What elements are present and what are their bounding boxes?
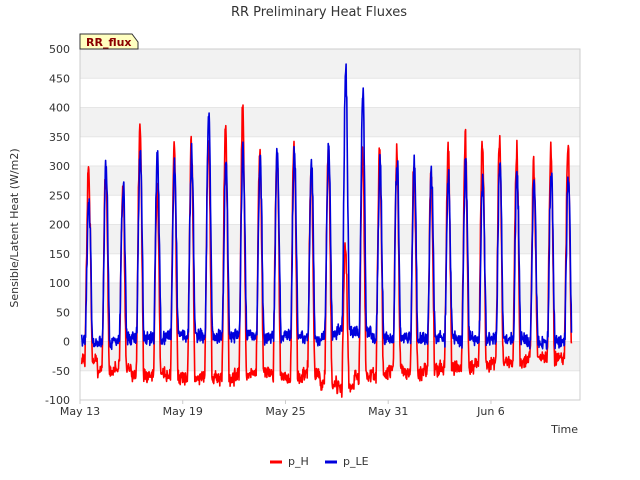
y-tick-label: 350 bbox=[49, 131, 70, 144]
y-tick-label: 50 bbox=[56, 306, 70, 319]
x-tick-label: May 31 bbox=[368, 405, 408, 418]
y-tick-label: 500 bbox=[49, 43, 70, 56]
y-tick-label: -100 bbox=[45, 394, 70, 407]
series-line-p-LE bbox=[80, 63, 573, 351]
x-tick-label: Jun 6 bbox=[476, 405, 505, 418]
y-axis-ticks: -100 -50 0 50 100 150 200 250 300 350 400 450 500 bbox=[45, 43, 70, 407]
grid-band bbox=[80, 341, 580, 371]
legend-item-p-H: p_H bbox=[270, 455, 309, 468]
grid-band bbox=[80, 107, 580, 137]
y-axis-label: Sensible/Latent Heat (W/m2) bbox=[8, 148, 21, 307]
y-tick-label: 200 bbox=[49, 219, 70, 232]
badge-label: RR_flux bbox=[86, 36, 132, 49]
legend: p_H p_LE bbox=[270, 455, 369, 468]
y-tick-label: 150 bbox=[49, 248, 70, 261]
badge-box bbox=[79, 33, 139, 50]
y-tick-label: -50 bbox=[52, 365, 70, 378]
y-tick-label: 0 bbox=[63, 336, 70, 349]
x-axis-ticks: May 13 May 19 May 25 May 31 Jun 6 bbox=[60, 400, 505, 418]
plot-frame bbox=[79, 48, 581, 401]
x-tick-label: May 19 bbox=[163, 405, 203, 418]
y-tick-label: 400 bbox=[49, 102, 70, 115]
series-badge: RR_flux bbox=[79, 33, 139, 50]
x-tick-label: May 13 bbox=[60, 405, 100, 418]
chart-title: RR Preliminary Heat Fluxes bbox=[231, 5, 407, 20]
x-tick-label: May 25 bbox=[265, 405, 305, 418]
y-tick-label: 100 bbox=[49, 277, 70, 290]
y-tick-label: 300 bbox=[49, 160, 70, 173]
y-tick-label: 250 bbox=[49, 189, 70, 202]
legend-label: p_H bbox=[288, 455, 309, 468]
legend-item-p-LE: p_LE bbox=[325, 455, 369, 468]
legend-label: p_LE bbox=[343, 455, 369, 468]
series-lines bbox=[80, 63, 573, 398]
grid-band bbox=[80, 49, 580, 79]
y-tick-label: 450 bbox=[49, 72, 70, 85]
x-axis-label: Time bbox=[550, 423, 578, 436]
